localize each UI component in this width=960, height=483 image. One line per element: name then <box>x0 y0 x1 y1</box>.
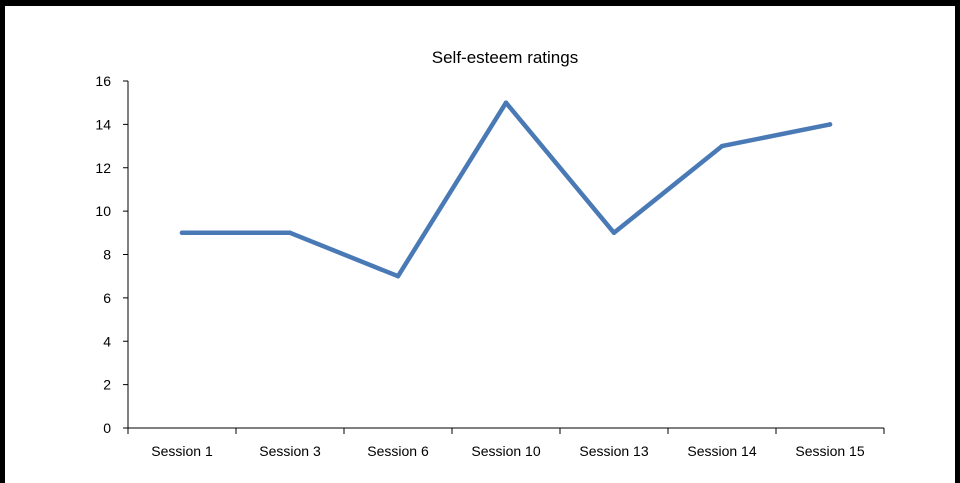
x-tick-label: Session 6 <box>367 443 429 459</box>
chart-series <box>179 100 833 279</box>
x-tick-label: Session 13 <box>579 443 648 459</box>
y-tick-label: 12 <box>95 160 111 176</box>
series-line <box>179 100 833 279</box>
data-point <box>287 230 293 236</box>
y-tick-label: 6 <box>103 290 111 306</box>
data-point <box>503 100 509 105</box>
x-tick-label: Session 1 <box>151 443 213 459</box>
x-tick-label: Session 15 <box>795 443 864 459</box>
y-tick-label: 14 <box>95 116 111 132</box>
data-point <box>719 143 725 149</box>
y-tick-label: 0 <box>103 420 111 436</box>
y-tick-label: 8 <box>103 247 111 263</box>
x-tick-label: Session 14 <box>687 443 756 459</box>
y-tick-label: 2 <box>103 377 111 393</box>
x-tick-label: Session 10 <box>471 443 540 459</box>
chart-title: Self-esteem ratings <box>432 48 578 67</box>
chart-axes: 0 2 4 6 8 10 12 14 16 Session 1 Session 3 Session 6… <box>95 73 885 459</box>
y-tick-label: 16 <box>95 73 111 89</box>
data-point <box>611 230 617 236</box>
y-tick-label: 10 <box>95 203 111 219</box>
x-tick-label: Session 3 <box>259 443 321 459</box>
data-point <box>395 273 401 279</box>
data-point <box>827 122 833 127</box>
data-point <box>179 230 185 236</box>
y-tick-label: 4 <box>103 333 111 349</box>
